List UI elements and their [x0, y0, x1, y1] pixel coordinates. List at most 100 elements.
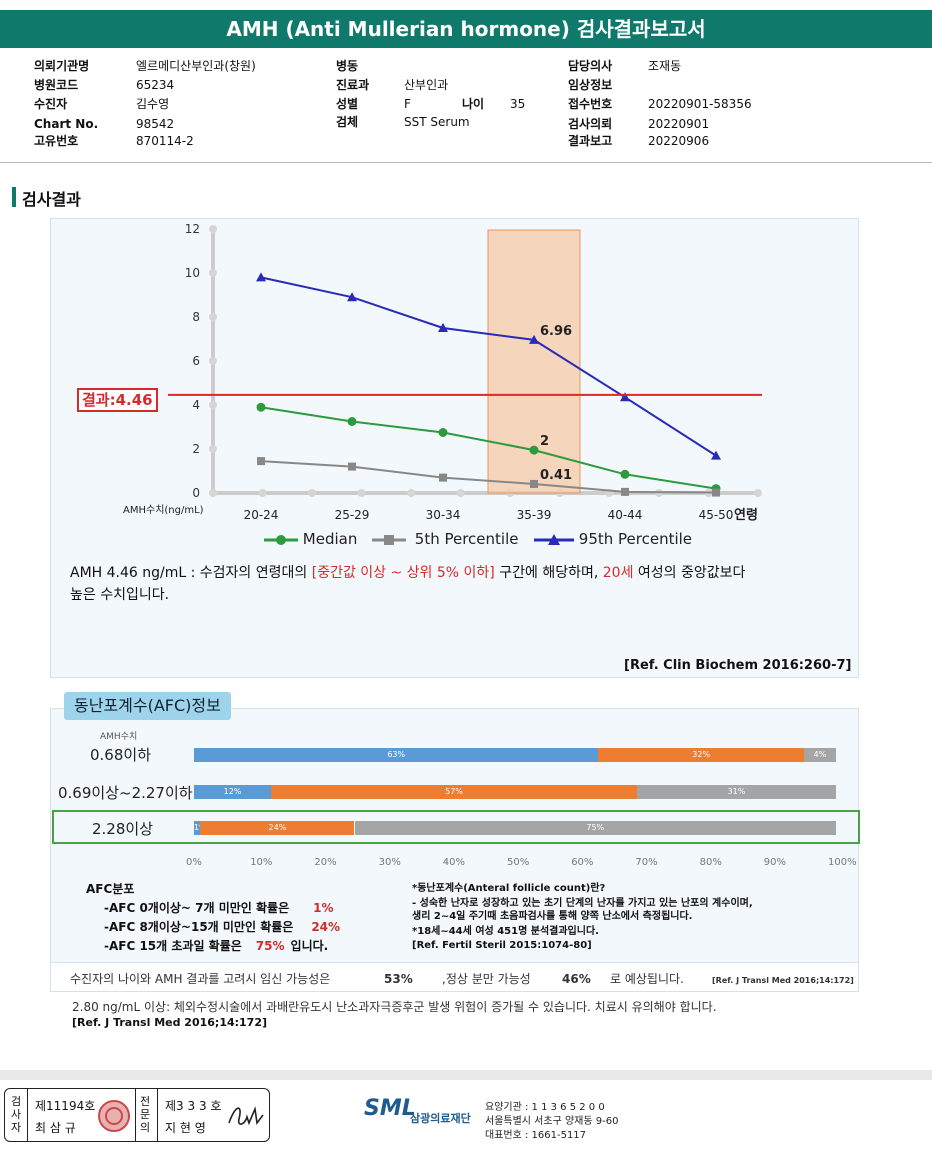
org-address: 서울특별시 서초구 양재동 9-60 [485, 1116, 619, 1127]
bar-segment: 4% [803, 748, 836, 762]
value: 98542 [136, 117, 175, 131]
x-tick-label: 45-50 [699, 508, 734, 522]
y-axis-label: AMH수치(ng/mL) [123, 504, 204, 516]
patient-info: 의뢰기관명 엘르메디산부인과(창원) 병원코드 65234 수진자 김수영 Ch… [0, 55, 932, 163]
pregnancy-prob: 53% [384, 972, 413, 986]
data-point [529, 334, 539, 344]
footer-divider [0, 1070, 932, 1080]
label: 병동 [336, 59, 359, 73]
bar-segment: 75% [354, 821, 836, 835]
data-point [257, 457, 265, 466]
tick-label: 80% [699, 857, 722, 868]
probability-box [50, 962, 859, 992]
value: 20220901-58356 [648, 97, 752, 111]
prob-text: 수진자의 나이와 AMH 결과를 고려시 임신 가능성은 [70, 972, 331, 986]
data-point [438, 428, 448, 437]
y-tick-label: 12 [185, 222, 200, 236]
label: 병원코드 [34, 78, 79, 92]
x-tick-label: 20-24 [244, 508, 279, 522]
reference: [Ref. Clin Biochem 2016:260-7] [624, 658, 852, 673]
y-tick-label: 2 [192, 442, 200, 456]
bar-segment: 24% [200, 821, 355, 835]
label: 결과보고 [568, 134, 613, 148]
x-tick-label: 25-29 [335, 508, 370, 522]
tick-label: 50% [507, 857, 530, 868]
report-title: AMH (Anti Mullerian hormone) 검사결과보고서 [0, 10, 932, 48]
age-value: 35 [510, 97, 526, 111]
data-point [438, 323, 448, 332]
bar-segment: 1% [194, 821, 201, 835]
x-tick-dot [754, 489, 762, 497]
seal-icon [98, 1100, 130, 1132]
data-point [256, 272, 266, 282]
org-address: 요양기관 : 1 1 3 6 5 2 0 0 [485, 1102, 605, 1113]
tick-label: 40% [442, 857, 466, 868]
square-marker-icon [372, 534, 406, 545]
data-point [620, 392, 630, 402]
series-line [260, 460, 717, 494]
tick-label: 0% [186, 857, 202, 868]
x-tick-dot [357, 489, 366, 497]
x-tick-label: 40-44 [608, 508, 643, 522]
tick-label: 60% [571, 857, 594, 868]
data-label: 6.96 [540, 324, 572, 339]
data-label: 2 [540, 434, 549, 449]
data-point [530, 479, 538, 488]
tick-label: 100% [828, 857, 857, 868]
label: 진료과 [336, 78, 370, 92]
value: F [404, 97, 411, 111]
data-point [347, 417, 357, 426]
afc-note: - 성숙한 난자로 성장하고 있는 초기 단계의 난자를 가지고 있는 난포의 … [412, 898, 753, 909]
warning-ref: [Ref. J Transl Med 2016;14:172] [72, 1016, 268, 1029]
specialist-name: 지 현 영 [165, 1121, 206, 1135]
specialist-label: 전 문 의 [139, 1095, 151, 1134]
data-point [712, 488, 720, 497]
label: Chart No. [34, 117, 99, 131]
bar-segment: 12% [194, 785, 272, 799]
x-tick-dot [209, 489, 217, 497]
bar-segment: 32% [598, 748, 804, 762]
triangle-marker-icon [534, 533, 574, 545]
afc-line: -AFC 0개이상~ 7개 미만인 확률은 1% [104, 901, 334, 915]
data-point [711, 450, 721, 460]
afc-note: 생리 2~4일 주기때 초음파검사를 통해 양쪽 난소에서 측정됩니다. [412, 911, 693, 922]
delivery-prob: 46% [562, 972, 591, 986]
data-point [529, 445, 539, 455]
value: 엘르메디산부인과(창원) [136, 59, 256, 73]
y-tick-dot [209, 445, 217, 453]
prob-text: ,정상 분만 가능성 [442, 972, 531, 986]
data-point [439, 473, 447, 482]
prob-ref: [Ref. J Transl Med 2016;14:172] [712, 976, 854, 985]
org-name: 삼광의료재단 [410, 1112, 471, 1125]
data-point [256, 402, 266, 412]
signature-box: 검 사 자 제11194호 최 삼 규 전 문 의 제3 3 3 호 지 현 영 [4, 1088, 270, 1142]
y-tick-label: 10 [185, 266, 200, 280]
value: 조재동 [648, 59, 682, 73]
label: 수진자 [34, 97, 68, 111]
data-point [347, 292, 357, 302]
y-tick-label: 8 [192, 310, 200, 324]
y-tick-dot [209, 269, 217, 277]
legend-median: Median [264, 530, 357, 548]
examiner-label: 검 사 자 [10, 1095, 22, 1134]
amh-axis-label: AMH수치 [100, 732, 138, 742]
value: 65234 [136, 78, 175, 92]
bar-segment: 31% [636, 785, 836, 799]
examiner-number: 제11194호 [35, 1099, 96, 1113]
y-tick-dot [209, 313, 217, 321]
y-tick-dot [209, 357, 217, 365]
tick-label: 10% [250, 857, 273, 868]
tick-label: 70% [635, 857, 658, 868]
value: SST Serum [404, 115, 470, 129]
age-label: 나이 [462, 97, 485, 111]
section-title: 검사결과 [12, 186, 81, 210]
value: 김수영 [136, 97, 170, 111]
afc-dist-title: AFC분포 [86, 882, 135, 896]
data-point [621, 487, 629, 496]
afc-title: 동난포계수(AFC)정보 [64, 692, 231, 720]
value: 870114-2 [136, 134, 194, 148]
y-tick-label: 0 [192, 486, 200, 500]
afc-note: *18세~44세 여성 451명 분석결과입니다. [412, 926, 599, 937]
value: 20220901 [648, 117, 710, 131]
y-tick-label: 4 [192, 398, 200, 412]
